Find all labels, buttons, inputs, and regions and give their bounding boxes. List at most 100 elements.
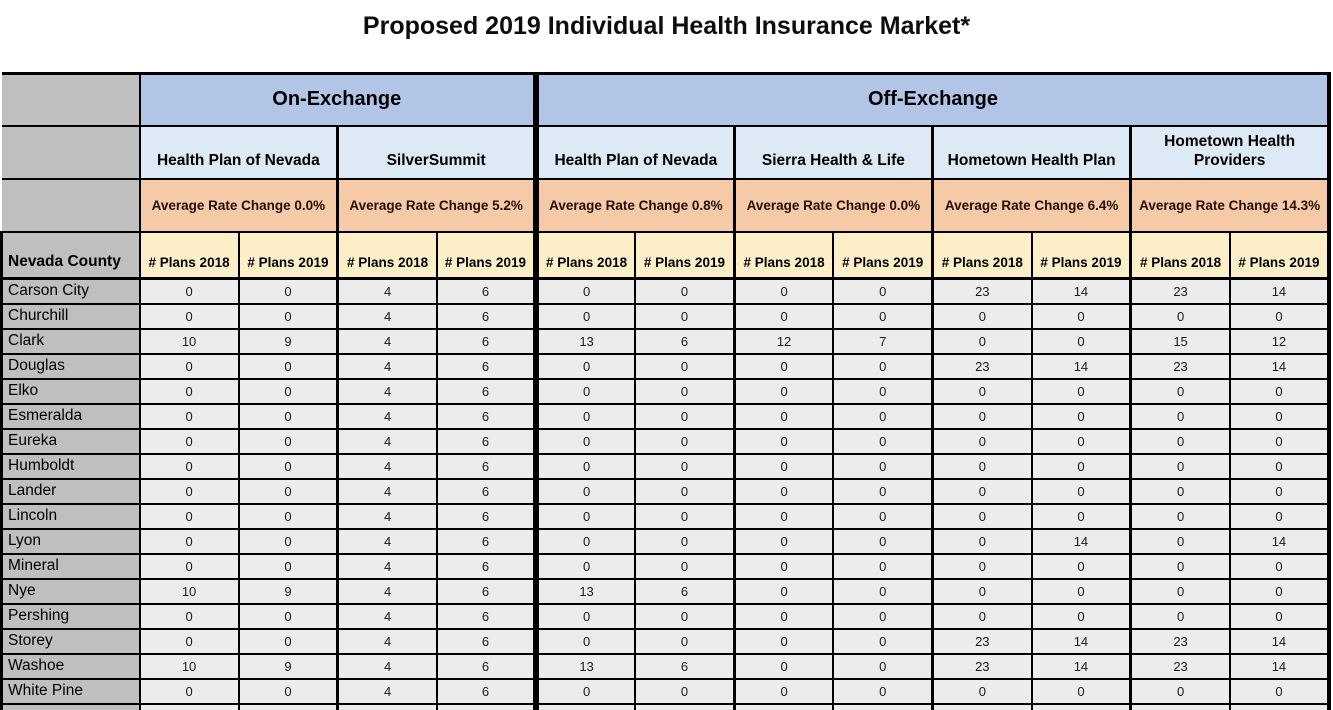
plan-count-cell [930,702,1033,710]
plan-count-cell: 4 [336,502,438,530]
plan-count-cell: 0 [1228,552,1332,580]
plan-count-cell: 0 [732,352,835,380]
plan-count-cell: 7 [832,327,934,355]
plan-count-cell: 0 [832,552,934,580]
county-cell: Nye [0,577,141,605]
plan-count-cell: 4 [336,552,438,580]
plan-count-cell: 12 [732,327,835,355]
plan-count-cell [237,702,339,710]
corner-cell [1,124,141,180]
plan-count-cell: 0 [930,577,1033,605]
plan-count-cell: 14 [1228,627,1332,655]
plan-count-cell: 0 [237,602,339,630]
plan-count-cell: 0 [1129,402,1231,430]
plan-count-cell: 0 [138,427,240,455]
county-cell: Lander [0,477,141,505]
plan-count-cell: 0 [930,477,1033,505]
plan-count-cell: 0 [634,402,736,430]
plan-count-cell: 6 [435,377,538,405]
plan-count-cell: 0 [1030,427,1132,455]
plan-count-cell: 14 [1030,352,1132,380]
plan-count-cell: 0 [1030,377,1132,405]
rate-change-hometown-providers: Average Rate Change 14.3% [1129,177,1332,233]
plan-count-cell: 13 [532,577,637,605]
county-cell: White Pine [0,677,141,705]
plan-count-cell: 10 [138,652,240,680]
plan-count-cell: 6 [435,627,538,655]
plan-count-cell: 0 [732,552,835,580]
plan-count-cell [634,702,736,710]
county-cell: Storey [0,627,141,655]
plan-name-hpn-on: Health Plan of Nevada [138,124,339,180]
rate-change-hpn-off: Average Rate Change 0.8% [532,177,736,233]
plan-count-cell: 6 [435,652,538,680]
plan-count-cell: 23 [1129,652,1231,680]
county-cell: Lincoln [0,502,141,530]
plan-count-cell: 14 [1030,277,1132,305]
plan-count-cell: 6 [435,527,538,555]
plan-count-cell: 0 [1228,402,1332,430]
plan-count-cell: 0 [634,477,736,505]
plan-count-cell: 13 [532,652,637,680]
plan-count-cell [435,702,538,710]
on-exchange-header: On-Exchange [138,72,537,127]
plan-count-cell: 10 [138,577,240,605]
plan-count-cell: 10 [138,327,240,355]
corner-cell [1,72,141,127]
plan-count-cell [138,702,240,710]
table-row: Carson City 0 0 4 6 0 0 0 0 23 14 23 14 [0,277,1332,305]
plan-count-cell: 4 [336,577,438,605]
county-column-header: Nevada County [0,230,141,280]
plan-count-cell: 14 [1228,527,1332,555]
plan-count-cell: 0 [138,502,240,530]
plan-count-cell: 0 [732,427,835,455]
plan-count-cell: 13 [532,327,637,355]
col-header-plans-2019: # Plans 2019 [435,230,538,280]
plan-count-cell: 0 [930,502,1033,530]
plan-count-cell: 0 [1030,577,1132,605]
plan-count-cell: 6 [435,302,538,330]
plan-count-cell: 0 [532,277,637,305]
plan-count-cell: 4 [336,327,438,355]
table-row: Pershing 0 0 4 6 0 0 0 0 0 0 0 0 [0,602,1332,630]
plan-count-cell: 0 [732,377,835,405]
col-header-plans-2019: # Plans 2019 [832,230,934,280]
col-header-plans-2019: # Plans 2019 [237,230,339,280]
insurance-market-table: On-Exchange Off-Exchange Health Plan of … [0,72,1332,710]
plan-count-cell: 0 [930,452,1033,480]
plan-count-cell: 0 [1030,552,1132,580]
plan-count-cell: 0 [1228,377,1332,405]
plan-count-cell: 0 [532,527,637,555]
plan-count-cell: 0 [237,377,339,405]
plan-count-cell: 0 [832,377,934,405]
plan-count-cell: 23 [1129,277,1231,305]
plan-count-cell: 0 [1228,427,1332,455]
plan-count-cell: 0 [1228,577,1332,605]
plan-count-cell: 0 [832,527,934,555]
plan-count-cell: 0 [732,677,835,705]
plan-count-cell: 0 [1228,302,1332,330]
plan-count-cell: 0 [732,577,835,605]
plan-count-cell: 23 [930,277,1033,305]
exchange-header-row: On-Exchange Off-Exchange [1,72,1331,127]
rate-change-silversummit: Average Rate Change 5.2% [336,177,538,233]
plan-count-cell: 6 [435,352,538,380]
table-body: Carson City 0 0 4 6 0 0 0 0 23 14 23 14 Churchill 0 0 4 6… [0,277,1332,710]
plan-count-cell: 0 [1228,602,1332,630]
plan-count-cell: 0 [532,427,637,455]
table-row: Nye 10 9 4 6 13 6 0 0 0 0 0 0 [0,577,1332,605]
plan-count-cell: 14 [1228,652,1332,680]
plan-count-cell: 0 [1030,677,1132,705]
county-cell: Douglas [0,352,141,380]
plan-count-cell: 0 [732,602,835,630]
plan-count-cell: 23 [930,352,1033,380]
plan-count-cell: 0 [237,677,339,705]
plan-count-cell: 0 [930,527,1033,555]
plan-count-cell: 0 [138,277,240,305]
plan-count-cell: 0 [930,677,1033,705]
plan-count-cell: 23 [1129,627,1231,655]
plan-count-cell: 0 [1129,577,1231,605]
plan-count-cell: 4 [336,527,438,555]
plan-count-cell: 0 [138,477,240,505]
plan-count-cell: 0 [1129,302,1231,330]
